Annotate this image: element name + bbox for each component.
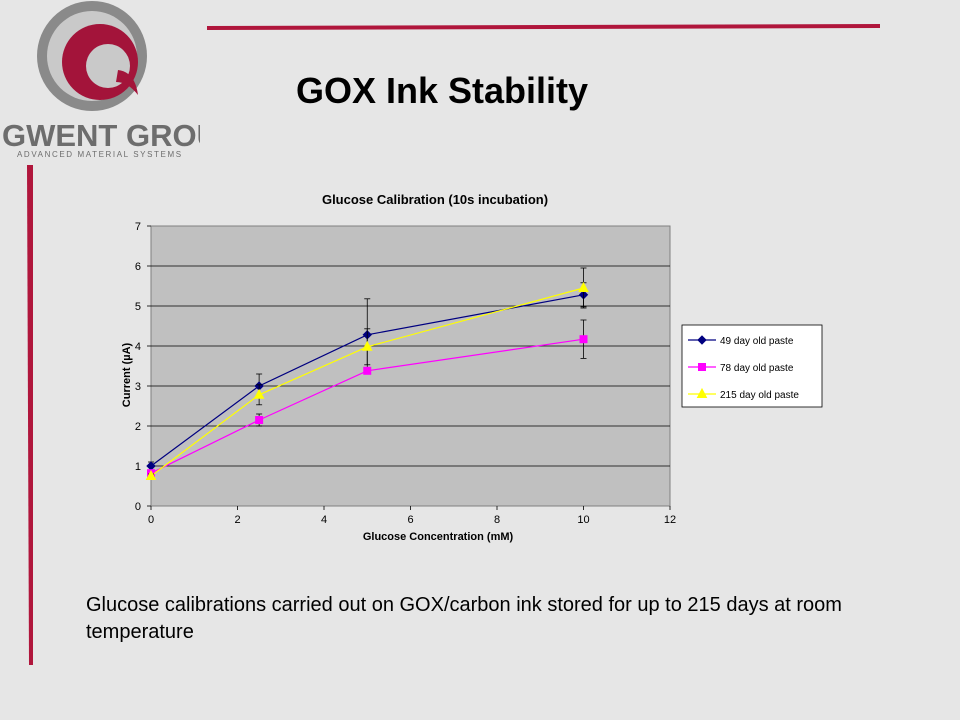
legend: 49 day old paste 78 day old paste 215 day … — [681, 324, 823, 408]
x-tick-label: 0 — [148, 514, 154, 526]
data-point — [255, 416, 264, 424]
series-3 — [145, 267, 589, 480]
slide-title: GOX Ink Stability — [296, 70, 589, 111]
top-accent-rule — [207, 24, 880, 30]
legend-marker — [698, 363, 706, 371]
x-axis-ticks: 0 2 4 6 8 10 12 — [148, 506, 676, 526]
logo-wordmark: GWENT GROUP — [2, 118, 200, 153]
data-point — [578, 281, 589, 292]
logo-tagline: ADVANCED MATERIAL SYSTEMS — [17, 150, 183, 159]
y-tick-label: 3 — [135, 381, 141, 393]
data-point — [363, 366, 372, 375]
legend-marker — [696, 387, 708, 398]
x-tick-label: 10 — [577, 514, 589, 526]
series-line — [150, 338, 584, 474]
plot-area — [150, 225, 671, 507]
y-tick-label: 7 — [135, 221, 141, 233]
series-line — [150, 294, 584, 467]
x-tick-label: 2 — [234, 514, 240, 526]
legend-label: 49 day old paste — [720, 336, 794, 347]
x-tick-label: 4 — [321, 514, 327, 526]
y-tick-label: 0 — [135, 501, 141, 513]
left-accent-rule — [27, 165, 33, 665]
y-tick-label: 5 — [135, 301, 141, 313]
slide-caption: Glucose calibrations carried out on GOX/… — [86, 594, 842, 643]
x-axis-label: Glucose Concentration (mM) — [363, 531, 514, 543]
x-tick-label: 8 — [494, 514, 500, 526]
y-tick-label: 2 — [135, 421, 141, 433]
y-tick-label: 6 — [135, 261, 141, 273]
series-line — [150, 287, 584, 477]
calibration-chart: Glucose Calibration (10s incubation) 012… — [121, 192, 823, 543]
legend-label: 78 day old paste — [720, 363, 794, 374]
x-tick-label: 12 — [664, 514, 676, 526]
data-point — [253, 388, 265, 399]
logo-mark — [37, 1, 147, 111]
x-tick-label: 6 — [407, 514, 413, 526]
data-point — [145, 469, 157, 480]
data-point — [361, 340, 373, 351]
legend-marker — [697, 335, 707, 345]
gwent-group-logo: GWENT GROUP ADVANCED MATERIAL SYSTEMS — [2, 1, 200, 159]
legend-items: 49 day old paste 78 day old paste 215 day … — [688, 335, 799, 401]
series-layer — [145, 267, 589, 480]
y-axis-ticks: 0 1 2 3 4 5 6 7 — [135, 221, 151, 513]
y-axis-label: Current (µA) — [121, 342, 133, 407]
data-point — [579, 335, 588, 344]
y-tick-label: 4 — [135, 341, 141, 353]
chart-title: Glucose Calibration (10s incubation) — [322, 192, 548, 207]
y-tick-label: 1 — [135, 461, 141, 473]
legend-label: 215 day old paste — [720, 390, 799, 401]
